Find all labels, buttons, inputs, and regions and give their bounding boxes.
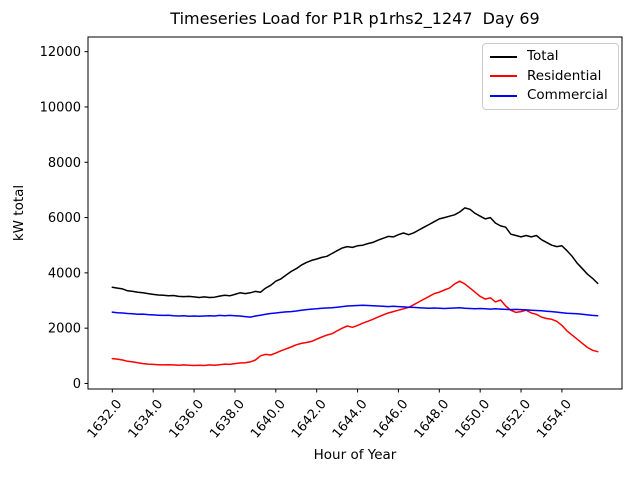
legend-item-residential: Residential (490, 67, 612, 84)
x-tick-label: 1652.0 (493, 397, 534, 441)
x-tick-label: 1638.0 (207, 397, 248, 441)
legend-item-total: Total (490, 50, 612, 64)
residential-line (111, 280, 599, 367)
x-tick-label: 1634.0 (126, 397, 167, 441)
legend-item-commercial: Commercial (490, 89, 612, 103)
x-tick-label: 1650.0 (452, 397, 493, 441)
chart-title: Timeseries Load for P1R p1rhs2_1247 Day … (170, 9, 540, 28)
legend: Total Residential Commercial (482, 43, 619, 110)
x-tick-label: 1644.0 (330, 397, 371, 441)
x-tick-label: 1640.0 (248, 397, 289, 441)
total-line (111, 207, 599, 299)
x-tick-label: 1642.0 (289, 397, 330, 441)
y-tick-label: 10000 (40, 100, 81, 115)
residential-line-swatch (490, 75, 517, 78)
x-tick-label: 1648.0 (412, 397, 453, 441)
x-tick-label: 1632.0 (85, 397, 126, 441)
total-line-swatch (490, 55, 517, 58)
x-tick-label: 1654.0 (534, 397, 575, 441)
x-axis-label: Hour of Year (313, 447, 397, 463)
commercial-line-swatch (490, 95, 517, 98)
legend-label-total: Total (527, 48, 559, 65)
y-axis-label: kW total (11, 184, 27, 242)
y-tick-label: 6000 (48, 211, 81, 226)
y-tick-label: 2000 (48, 322, 81, 337)
legend-label-commercial: Commercial (527, 87, 608, 104)
axes-frame (87, 36, 623, 390)
x-tick-label: 1636.0 (166, 397, 207, 441)
x-tick-label: 1646.0 (371, 397, 412, 441)
y-tick-label: 12000 (40, 45, 81, 60)
y-tick-label: 0 (73, 377, 81, 392)
y-tick-label: 4000 (48, 266, 81, 281)
legend-label-residential: Residential (527, 67, 602, 84)
commercial-line (111, 304, 599, 318)
y-tick-label: 8000 (48, 156, 81, 171)
